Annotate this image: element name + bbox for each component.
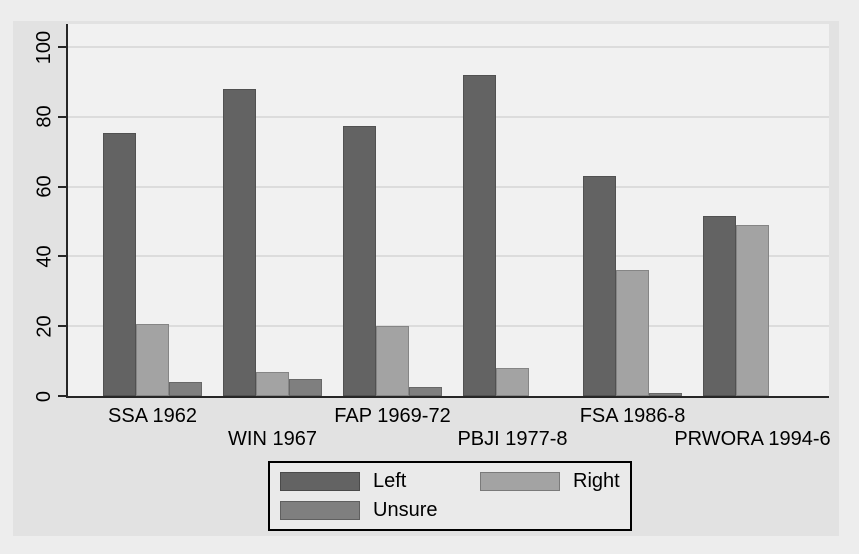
legend: Left Right Unsure xyxy=(268,461,632,531)
bar-group-1 xyxy=(103,24,202,396)
legend-item-left: Left xyxy=(280,470,480,493)
bar-left-6 xyxy=(703,216,736,396)
y-tick-0 xyxy=(58,395,67,397)
bar-right-4 xyxy=(496,368,529,396)
bar-right-1 xyxy=(136,324,169,396)
plot-area xyxy=(68,24,829,396)
gridline-100 xyxy=(68,46,829,48)
legend-swatch-right-icon xyxy=(480,472,560,491)
bar-unsure-3 xyxy=(409,387,442,396)
x-label-3: FAP 1969-72 xyxy=(334,405,451,427)
bar-unsure-5 xyxy=(649,392,682,396)
bar-unsure-2 xyxy=(289,378,322,396)
bar-group-2 xyxy=(223,24,322,396)
y-tick-80 xyxy=(58,115,67,118)
bar-left-4 xyxy=(463,74,496,396)
chart-figure: 0 20 40 60 80 100 SSA 1962 WIN 1967 FAP 1969-72… xyxy=(13,21,839,536)
y-tick-60 xyxy=(58,185,67,188)
bar-left-5 xyxy=(583,176,616,396)
legend-label-right: Right xyxy=(573,470,620,492)
y-axis-line xyxy=(66,24,68,398)
bar-left-3 xyxy=(343,125,376,396)
y-tick-20 xyxy=(58,325,67,328)
y-tick-100 xyxy=(58,46,67,48)
bar-right-5 xyxy=(616,270,649,396)
x-label-6: PRWORA 1994-6 xyxy=(674,428,831,450)
gridline-60 xyxy=(68,185,829,188)
legend-item-unsure: Unsure xyxy=(280,499,480,522)
legend-swatch-unsure-icon xyxy=(280,501,360,520)
legend-item-right: Right xyxy=(480,470,620,493)
bar-left-2 xyxy=(223,88,256,396)
legend-swatch-left-icon xyxy=(280,472,360,491)
y-tick-40 xyxy=(58,255,67,258)
gridline-20 xyxy=(68,325,829,328)
legend-label-left: Left xyxy=(373,470,407,492)
bar-right-3 xyxy=(376,326,409,396)
bar-right-6 xyxy=(736,225,769,396)
x-label-4: PBJI 1977-8 xyxy=(457,428,568,450)
gridline-40 xyxy=(68,255,829,258)
legend-label-unsure: Unsure xyxy=(373,499,438,521)
x-axis-line xyxy=(66,396,829,398)
x-label-1: SSA 1962 xyxy=(108,405,197,427)
bar-group-5 xyxy=(583,24,682,396)
x-label-2: WIN 1967 xyxy=(228,428,317,450)
bar-group-4 xyxy=(463,24,562,396)
bar-unsure-1 xyxy=(169,382,202,396)
gridline-80 xyxy=(68,115,829,118)
bar-left-1 xyxy=(103,132,136,396)
bar-group-6 xyxy=(703,24,802,396)
bar-group-3 xyxy=(343,24,442,396)
x-label-5: FSA 1986-8 xyxy=(579,405,686,427)
bar-right-2 xyxy=(256,371,289,396)
